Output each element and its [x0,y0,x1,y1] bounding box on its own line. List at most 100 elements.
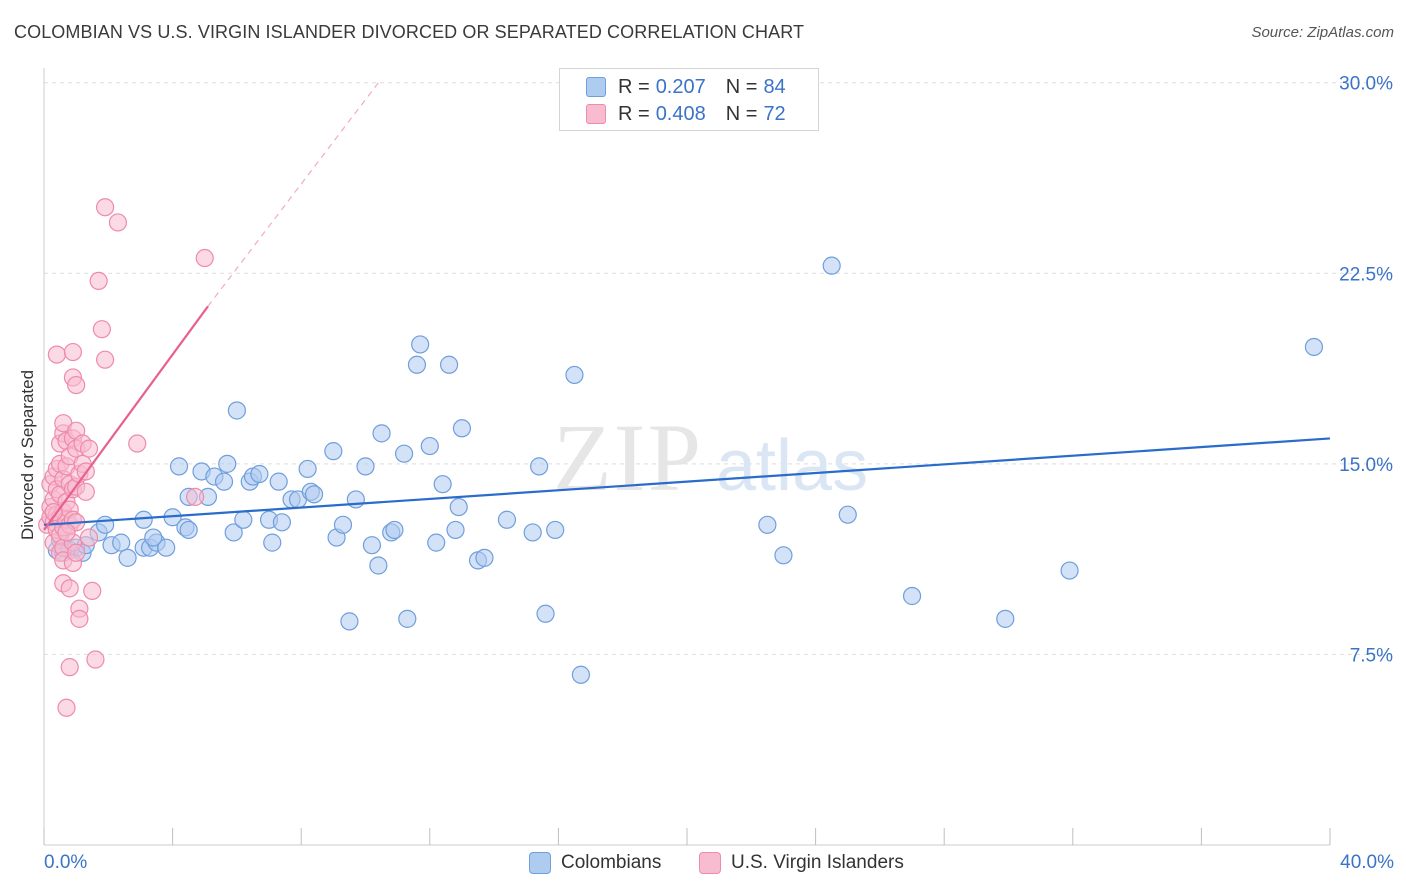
colombian-point [398,609,417,628]
y-tick-label: 30.0% [1339,74,1393,95]
colombian-point [369,556,388,575]
colombian-point [902,586,922,606]
colombian-point [546,520,565,540]
colombian-point [385,520,404,540]
colombian-point [1304,337,1324,357]
colombian-point [411,335,430,354]
data-points [38,198,1324,717]
legend-swatch-pink [586,104,606,124]
virgin-islander-point [92,320,111,339]
y-tick-label: 15.0% [1339,455,1393,476]
colombian-point [340,612,359,631]
y-tick-labels: 7.5% 15.0% 22.5% 30.0% [1339,74,1393,667]
grid-lines [44,82,1392,655]
chart-title: COLOMBIAN VS U.S. VIRGIN ISLANDER DIVORC… [14,22,805,42]
colombian-point [234,510,253,529]
x-tick-label-min: 0.0% [44,852,88,873]
colombian-point [304,485,324,504]
colombian-point [356,457,375,476]
x-tick-label-max: 40.0% [1340,852,1394,873]
colombian-point [822,256,841,275]
virgin-islander-point [70,609,89,628]
series-legend: Colombians U.S. Virgin Islanders [0,852,1406,876]
colombian-point [179,520,198,540]
trend-lines [43,82,1331,531]
legend-row-virgin-islanders: R = 0.408 N = 72 [586,102,786,126]
legend-n-label: N = [725,75,758,98]
colombian-point [298,459,317,479]
colombian-point [227,401,246,420]
virgin-islander-point [60,658,79,677]
colombian-point [394,444,414,463]
virgin-islander-point [47,345,66,364]
colombian-point [95,515,115,534]
watermark-zip: ZIP [553,404,703,511]
series-legend-label: U.S. Virgin Islanders [731,852,904,873]
source-label: Source: ZipAtlas.com [1251,24,1394,41]
y-tick-label: 7.5% [1350,645,1393,666]
colombian-point [263,533,282,552]
virgin-islander-point [67,375,86,395]
colombian-point [250,464,269,484]
colombian-point [571,665,591,684]
virgin-islander-point [89,271,108,291]
colombian-trend-line [43,437,1331,526]
legend-r-value: 0.408 [655,102,706,125]
series-legend-label: Colombians [561,852,662,873]
colombian-point [475,548,494,567]
virgin-islander-point [57,523,76,542]
colombian-point [996,609,1015,628]
virgin-islander-point [128,434,147,453]
colombian-point [134,510,153,529]
colombian-point [838,505,857,524]
colombian-point [218,454,237,473]
colombian-point [362,536,382,555]
watermark: ZIP atlas [553,404,868,511]
virgin-islander-point [83,581,102,601]
axes [43,68,1331,846]
series-legend-virgin-islanders: U.S. Virgin Islanders [699,852,904,874]
y-tick-label: 22.5% [1339,264,1393,285]
colombian-point [407,355,427,374]
colombian-point [530,457,549,476]
virgin-islander-point [186,487,205,506]
colombian-point [169,457,189,476]
virgin-islander-point [57,698,76,717]
legend-swatch-blue [586,77,606,97]
colombian-point [269,472,288,491]
virgin-islander-point [67,543,86,562]
virgin-islander-point [79,439,99,458]
legend-r-label: R = [618,102,650,125]
series-swatch-pink [699,852,721,874]
virgin-islander-point [60,579,79,598]
legend-row-colombians: R = 0.207 N = 84 [586,75,786,99]
colombian-point [112,533,131,552]
colombian-point [536,604,555,623]
colombian-point [1060,561,1079,580]
colombian-point [523,523,542,542]
virgin-islander-point [44,503,63,522]
colombian-point [157,538,176,557]
legend-n-value: 72 [763,102,786,125]
virgin-islander-trend-line [43,305,209,531]
colombian-point [427,533,446,552]
colombian-point [449,497,468,517]
colombian-point [439,355,459,374]
series-swatch-blue [529,852,551,874]
virgin-islander-point [108,213,128,232]
watermark-atlas: atlas [716,426,868,506]
colombian-point [420,436,439,456]
colombian-point [497,510,517,529]
colombian-point [333,515,353,534]
series-legend-colombians: Colombians [529,852,661,874]
virgin-islander-point [95,198,115,217]
virgin-islander-point [95,350,115,369]
colombian-point [224,523,243,542]
colombian-point [214,472,234,491]
colombian-point [774,546,793,565]
colombian-point [372,424,391,443]
colombian-point [758,515,777,534]
virgin-islander-point [63,342,83,362]
legend-n-label: N = [725,102,758,125]
